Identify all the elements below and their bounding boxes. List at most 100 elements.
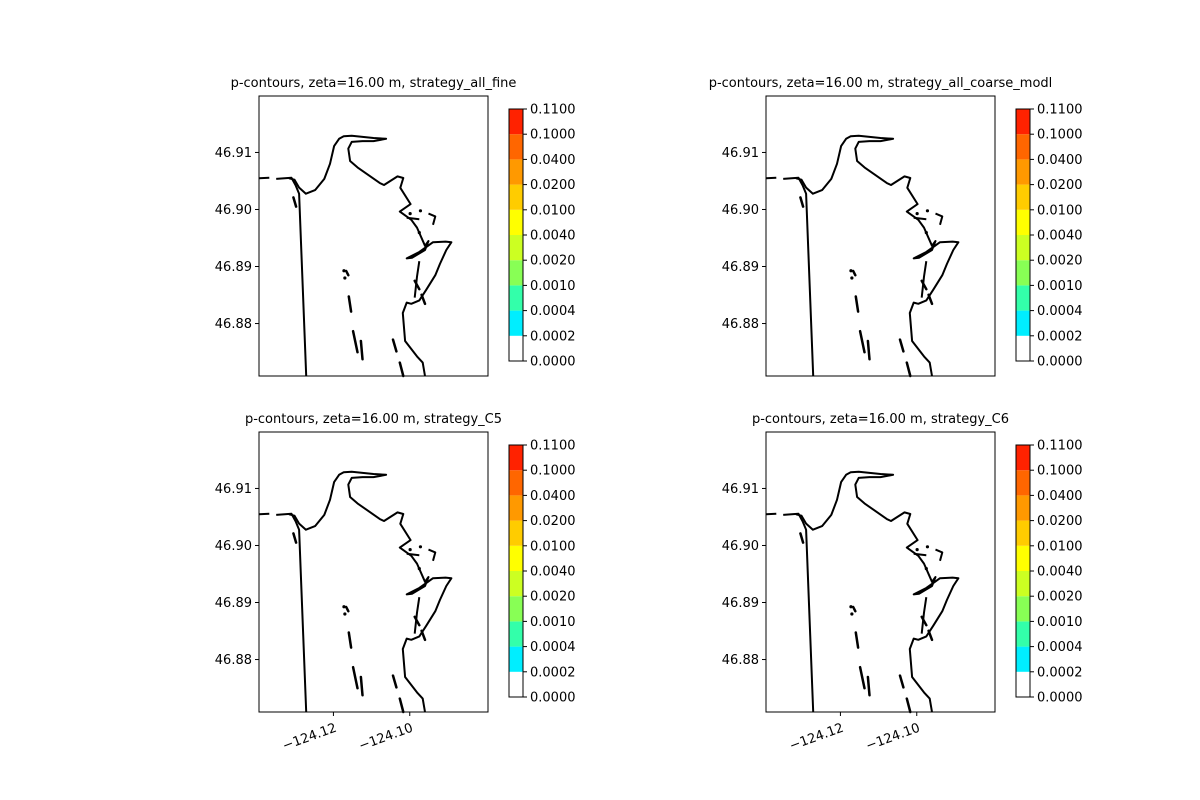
island-contour [343,612,347,616]
colorbar-band [1016,310,1030,336]
axes-frame [765,95,996,377]
colorbar-band [1016,159,1030,185]
shoal-contour [359,675,364,697]
colorbar-tick-label: 0.0000 [1037,355,1083,370]
coastline-contour [288,470,453,713]
colorbar-band [1016,260,1030,286]
shoal-contour [866,339,871,361]
shoal-contour [398,697,405,714]
coastline-contour [276,512,308,713]
colorbar-tick-label: 0.0400 [530,153,576,168]
shoal-contour [927,629,934,642]
colorbar-tick-label: 0.0004 [1037,304,1083,319]
coastline-contour [920,261,928,298]
colorbar-tick-label: 0.0002 [1037,329,1083,344]
coastline-contour [258,512,270,516]
colorbar-band [1016,646,1030,672]
shoal-contour [420,629,427,642]
colorbar-tick-label: 0.0010 [530,279,576,294]
colorbar-tick-label: 0.0000 [530,355,576,370]
colorbar-tick-label: 0.0200 [530,514,576,529]
coastline-contour [765,512,777,516]
shoal-contour [866,675,871,697]
y-tick-label: 46.89 [722,260,759,275]
colorbar-band [509,310,523,336]
island-contour [915,548,919,552]
panel-3: p-contours, zeta=16.00 m, strategy_C5 46.… [215,412,576,754]
shoal-contour [898,338,905,353]
colorbar-tick-label: 0.0020 [1037,254,1083,269]
colorbar-tick-label: 0.0200 [1037,514,1083,529]
y-tick-label: 46.90 [215,203,252,218]
colorbar-tick-label: 0.0040 [530,229,576,244]
island-contour [408,212,412,216]
colorbar-band [509,646,523,672]
colorbar: 0.0000 0.0002 0.0004 0.0010 0.0020 0.0040 0.01… [1015,439,1083,706]
colorbar-band [509,470,523,496]
colorbar-tick-label: 0.1100 [530,439,576,454]
colorbar-band [509,520,523,546]
y-tick-label: 46.88 [722,653,759,668]
y-tick-label: 46.89 [215,260,252,275]
colorbar-tick-label: 0.0010 [1037,279,1083,294]
colorbar-band [509,184,523,210]
colorbar-band [1016,621,1030,647]
shoal-contour [413,279,421,291]
shoal-contour [799,196,805,208]
y-tick-label: 46.91 [722,482,759,497]
colorbar-band [1016,545,1030,571]
coastline-contour [795,134,960,377]
panel-2: p-contours, zeta=16.00 m, strategy_all_c… [709,76,1083,378]
colorbar-band [509,621,523,647]
panel-title: p-contours, zeta=16.00 m, strategy_all_f… [231,76,517,91]
y-tick-label: 46.91 [215,146,252,161]
coastline-contour [428,548,437,562]
island-contour [849,269,853,273]
y-tick-label: 46.88 [215,653,252,668]
colorbar-band [509,260,523,286]
shoal-contour [905,361,912,378]
colorbar-band [509,235,523,261]
coastline-contour [258,176,270,180]
colorbar: 0.0000 0.0002 0.0004 0.0010 0.0020 0.0040 0.01… [1015,103,1083,370]
panel-4: p-contours, zeta=16.00 m, strategy_C6 46.… [722,412,1083,754]
colorbar-tick-label: 0.0004 [1037,640,1083,655]
shoal-contour [347,295,353,313]
colorbar-band [1016,470,1030,496]
colorbar-tick-label: 0.1000 [1037,128,1083,143]
shoal-contour [851,269,857,277]
island-contour [849,605,853,609]
island-contour [418,545,423,549]
colorbar-tick-label: 0.0200 [530,178,576,193]
island-contour [417,567,421,571]
colorbar-band [1016,671,1030,697]
island-contour [850,276,854,280]
coastline-contour [920,597,928,634]
island-contour [924,567,928,571]
shoal-contour [920,279,928,291]
colorbar-tick-label: 0.0100 [1037,203,1083,218]
colorbar-band [1016,571,1030,597]
island-contour [342,269,346,273]
x-tick-label: −124.10 [864,721,922,754]
colorbar-tick-label: 0.1100 [530,103,576,118]
colorbar-tick-label: 0.0020 [1037,590,1083,605]
island-contour [925,545,930,549]
axes-frame [765,431,996,713]
colorbar-band [509,671,523,697]
x-tick-label: −124.12 [281,721,339,754]
colorbar-tick-label: 0.1000 [530,464,576,479]
colorbar-tick-label: 0.0020 [530,254,576,269]
coastline-contour [288,134,453,377]
shoal-contour [344,269,350,277]
colorbar-tick-label: 0.0100 [530,203,576,218]
shoal-contour [854,631,860,649]
colorbar-band [1016,134,1030,160]
coastline-contour [935,212,944,226]
colorbar-band [509,495,523,521]
colorbar-tick-label: 0.0100 [530,539,576,554]
shoal-contour [292,532,298,544]
island-contour [418,209,423,213]
colorbar-band [1016,109,1030,135]
